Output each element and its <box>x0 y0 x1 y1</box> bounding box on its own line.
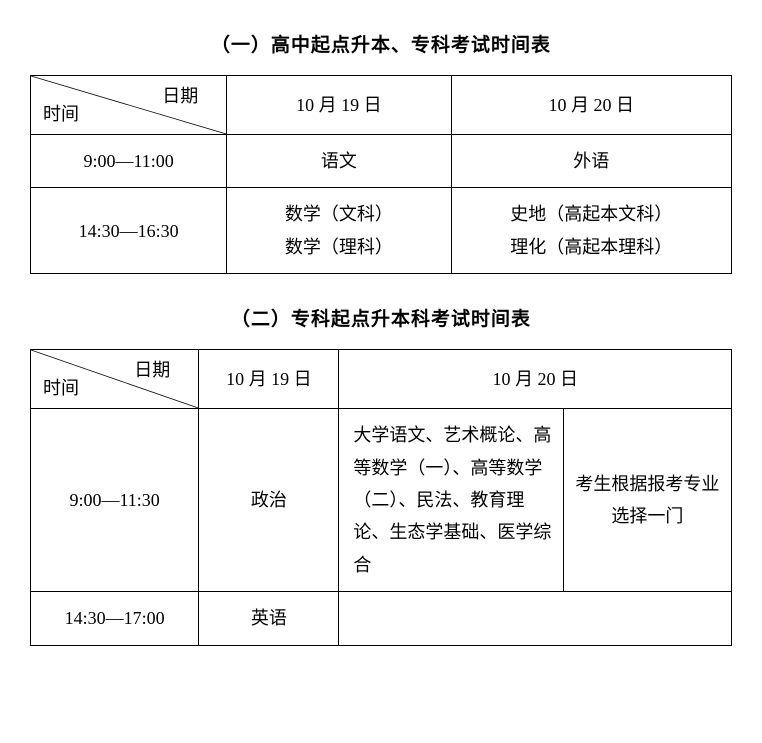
col-header-oct19: 10 月 19 日 <box>227 76 451 135</box>
table-row: 日期 时间 10 月 19 日 10 月 20 日 <box>31 76 732 135</box>
table-row: 14:30—17:00 英语 <box>31 592 732 645</box>
col-header-oct19: 10 月 19 日 <box>199 350 339 409</box>
section1-title: （一）高中起点升本、专科考试时间表 <box>30 30 732 57</box>
subject-list-cell: 大学语文、艺术概论、高等数学（一）、高等数学（二）、民法、教育理论、生态学基础、… <box>339 409 563 592</box>
table-college: 日期 时间 10 月 19 日 10 月 20 日 9:00—11:30 政治 … <box>30 349 732 645</box>
table-row: 9:00—11:30 政治 大学语文、艺术概论、高等数学（一）、高等数学（二）、… <box>31 409 732 592</box>
subject-cell: 英语 <box>199 592 339 645</box>
time-slot-morning: 9:00—11:30 <box>31 409 199 592</box>
corner-time-label: 时间 <box>43 98 79 130</box>
subject-cell: 语文 <box>227 135 451 188</box>
subject-cell: 数学（文科） 数学（理科） <box>227 188 451 274</box>
corner-date-label: 日期 <box>134 354 170 386</box>
subject-cell: 外语 <box>451 135 731 188</box>
table-row: 9:00—11:00 语文 外语 <box>31 135 732 188</box>
time-slot-afternoon: 14:30—17:00 <box>31 592 199 645</box>
corner-time-label: 时间 <box>43 372 79 404</box>
corner-date-label: 日期 <box>162 80 198 112</box>
table-row: 14:30—16:30 数学（文科） 数学（理科） 史地（高起本文科） 理化（高… <box>31 188 732 274</box>
col-header-oct20: 10 月 20 日 <box>339 350 732 409</box>
col-header-oct20: 10 月 20 日 <box>451 76 731 135</box>
empty-cell <box>339 592 732 645</box>
subject-note-cell: 考生根据报考专业选择一门 <box>563 409 731 592</box>
corner-cell: 日期 时间 <box>31 76 227 135</box>
section2-title: （二）专科起点升本科考试时间表 <box>30 304 732 331</box>
table-row: 日期 时间 10 月 19 日 10 月 20 日 <box>31 350 732 409</box>
time-slot-afternoon: 14:30—16:30 <box>31 188 227 274</box>
table-highschool: 日期 时间 10 月 19 日 10 月 20 日 9:00—11:00 语文 … <box>30 75 732 274</box>
subject-cell: 政治 <box>199 409 339 592</box>
subject-cell: 史地（高起本文科） 理化（高起本理科） <box>451 188 731 274</box>
time-slot-morning: 9:00—11:00 <box>31 135 227 188</box>
corner-cell: 日期 时间 <box>31 350 199 409</box>
